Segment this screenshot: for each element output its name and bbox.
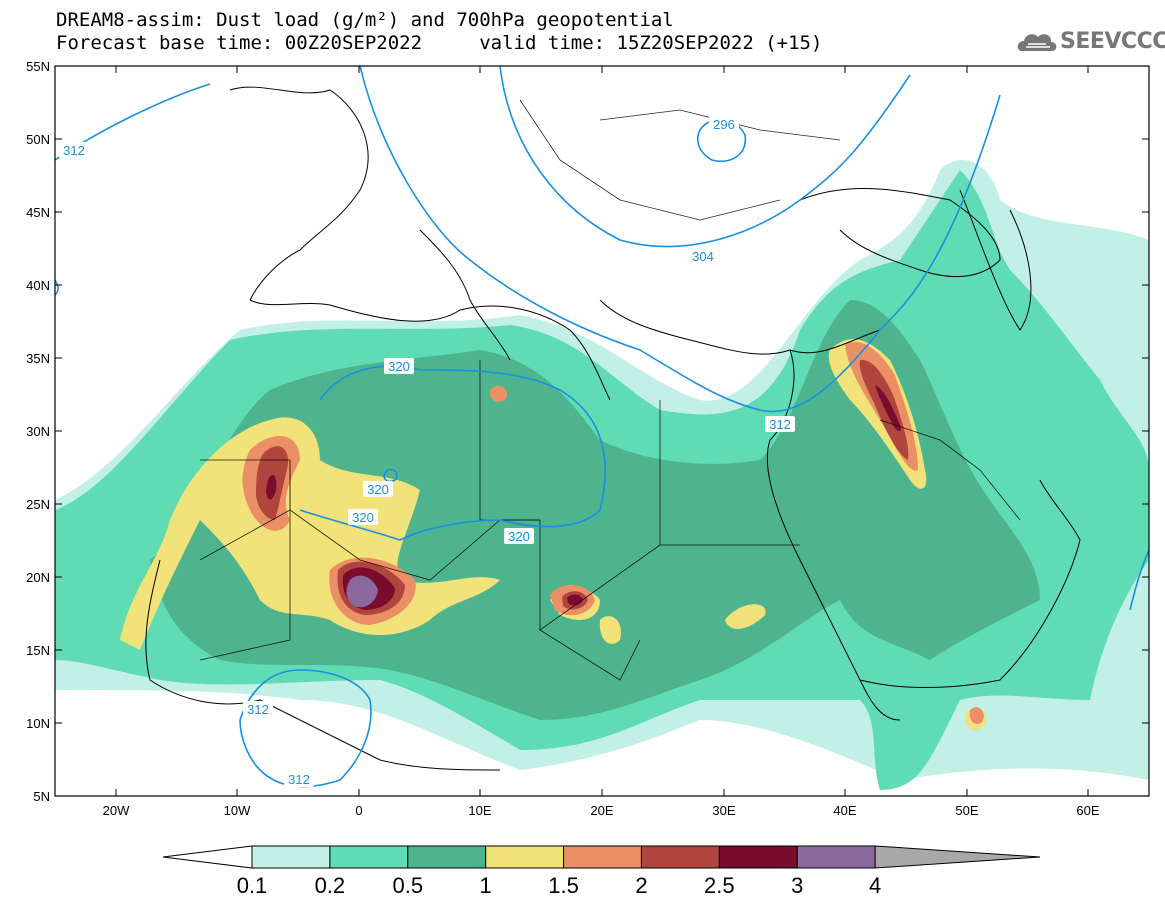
colorbar-tick-label: 2 bbox=[635, 873, 647, 898]
colorbar: 0.1 0.2 0.5 1 1.5 2 2.5 3 4 bbox=[162, 845, 1041, 898]
lat-tick-label: 5N bbox=[33, 789, 50, 804]
contour-label: 320 bbox=[388, 359, 410, 374]
colorbar-swatch bbox=[640, 845, 720, 869]
contour-label: 320 bbox=[508, 529, 530, 544]
map-title: DREAM8-assim: Dust load (g/m²) and 700hP… bbox=[56, 9, 674, 31]
lat-tick-label: 10N bbox=[26, 716, 50, 731]
lon-tick-label: 10E bbox=[468, 803, 491, 818]
lat-tick-label: 20N bbox=[26, 570, 50, 585]
colorbar-upper-arrow bbox=[874, 845, 1041, 869]
colorbar-tick-label: 2.5 bbox=[704, 873, 735, 898]
latitude-axis: 55N 50N 45N 40N 35N 30N 25N 20N 15N 10N 5N bbox=[26, 59, 1149, 804]
lat-tick-label: 50N bbox=[26, 132, 50, 147]
colorbar-swatch bbox=[563, 845, 642, 869]
colorbar-swatch bbox=[329, 845, 409, 869]
colorbar-tick-label: 0.5 bbox=[392, 873, 423, 898]
colorbar-swatch bbox=[407, 845, 487, 869]
dust-field bbox=[55, 66, 1149, 796]
lat-tick-label: 40N bbox=[26, 278, 50, 293]
lat-tick-label: 55N bbox=[26, 59, 50, 74]
colorbar-tick-label: 0.1 bbox=[237, 873, 268, 898]
colorbar-swatch bbox=[718, 845, 798, 869]
contour-label: 296 bbox=[713, 117, 735, 132]
lon-tick-label: 40E bbox=[833, 803, 856, 818]
logo-text: SEEVCCC bbox=[1060, 29, 1165, 54]
lon-tick-label: 20E bbox=[590, 803, 613, 818]
contour-label: 304 bbox=[692, 249, 714, 264]
cloud-logo-icon bbox=[1017, 34, 1057, 51]
lat-tick-label: 30N bbox=[26, 424, 50, 439]
colorbar-swatch bbox=[796, 845, 876, 869]
colorbar-tick-label: 1 bbox=[480, 873, 492, 898]
colorbar-swatch bbox=[251, 845, 331, 869]
dust-band-3 bbox=[346, 575, 378, 608]
map-subtitle: Forecast base time: 00Z20SEP2022 valid t… bbox=[56, 32, 823, 54]
colorbar-lower-arrow bbox=[162, 845, 253, 869]
lat-tick-label: 35N bbox=[26, 351, 50, 366]
contour-label: 312 bbox=[288, 772, 310, 787]
longitude-axis: 20W 10W 0 10E 20E 30E 40E 50E 60E bbox=[103, 66, 1100, 818]
colorbar-swatch bbox=[485, 845, 565, 869]
geopotential-contours bbox=[55, 66, 1149, 788]
lat-tick-label: 45N bbox=[26, 205, 50, 220]
lat-tick-label: 25N bbox=[26, 497, 50, 512]
contour-label: 312 bbox=[247, 702, 269, 717]
colorbar-tick-label: 1.5 bbox=[548, 873, 579, 898]
lon-tick-label: 0 bbox=[355, 803, 362, 818]
contour-label: 312 bbox=[63, 143, 85, 158]
lat-tick-label: 15N bbox=[26, 643, 50, 658]
colorbar-tick-label: 3 bbox=[791, 873, 803, 898]
contour-label: 320 bbox=[367, 482, 389, 497]
lon-tick-label: 30E bbox=[712, 803, 735, 818]
lon-tick-label: 50E bbox=[955, 803, 978, 818]
contour-labels: 312 296 304 320 320 320 320 312 312 312 bbox=[59, 116, 795, 787]
lon-tick-label: 60E bbox=[1076, 803, 1099, 818]
lon-tick-label: 10W bbox=[224, 803, 251, 818]
lon-tick-label: 20W bbox=[103, 803, 130, 818]
colorbar-tick-label: 0.2 bbox=[315, 873, 346, 898]
contour-label: 312 bbox=[769, 417, 791, 432]
colorbar-tick-label: 4 bbox=[869, 873, 881, 898]
contour-label: 320 bbox=[352, 510, 374, 525]
